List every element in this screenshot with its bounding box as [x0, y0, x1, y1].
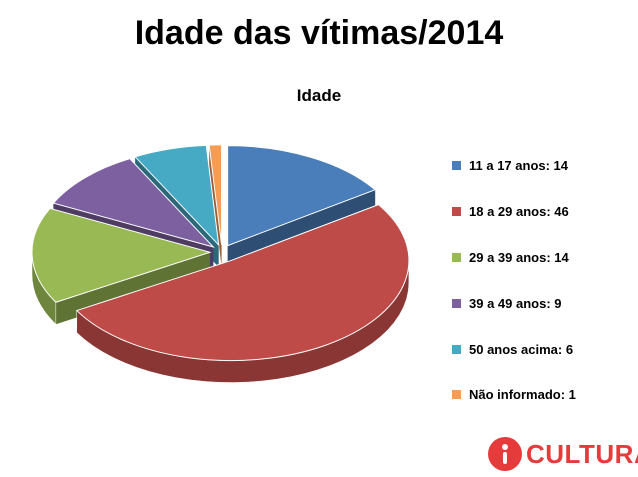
pie-slice-0: [227, 145, 377, 247]
legend-item: 50 anos acima: 6: [452, 326, 632, 372]
legend-label: 29 a 39 anos: 14: [469, 249, 569, 265]
legend-label: 11 a 17 anos: 14: [469, 158, 569, 174]
chart-title: Idade das vítimas/2014: [134, 14, 504, 52]
legend-item: 11 a 17 anos: 14: [452, 143, 632, 189]
legend-item: Não informado: 1: [452, 372, 632, 418]
legend-swatch: [452, 161, 461, 171]
pie-slice-3: [52, 158, 215, 248]
pie-slice-4: [134, 144, 220, 247]
legend-label: 50 anos acima: 6: [469, 341, 574, 357]
pie-slice-2: [31, 207, 212, 303]
pie-slice-face-5: [209, 145, 222, 267]
logo-text: CULTURA: [526, 438, 638, 469]
legend-item: 39 a 49 anos: 9: [452, 280, 632, 326]
legend-label: 18 a 29 anos: 46: [469, 204, 569, 220]
info-icon: [488, 437, 522, 471]
cultura-logo: CULTURA: [488, 436, 638, 472]
legend: 11 a 17 anos: 14 18 a 29 anos: 46 29 a 39 …: [452, 143, 632, 418]
legend-item: 18 a 29 anos: 46: [452, 189, 632, 235]
legend-swatch: [452, 252, 461, 262]
legend-swatch: [452, 344, 461, 354]
chart-subtitle: Idade: [296, 86, 342, 105]
legend-label: Não informado: 1: [469, 387, 576, 403]
legend-swatch: [452, 298, 461, 308]
pie-slice-5: [208, 144, 223, 245]
legend-label: 39 a 49 anos: 9: [469, 295, 562, 311]
pie-slice-1: [75, 204, 410, 362]
legend-swatch: [452, 207, 461, 217]
legend-swatch: [452, 390, 461, 400]
legend-item: 29 a 39 anos: 14: [452, 235, 632, 281]
